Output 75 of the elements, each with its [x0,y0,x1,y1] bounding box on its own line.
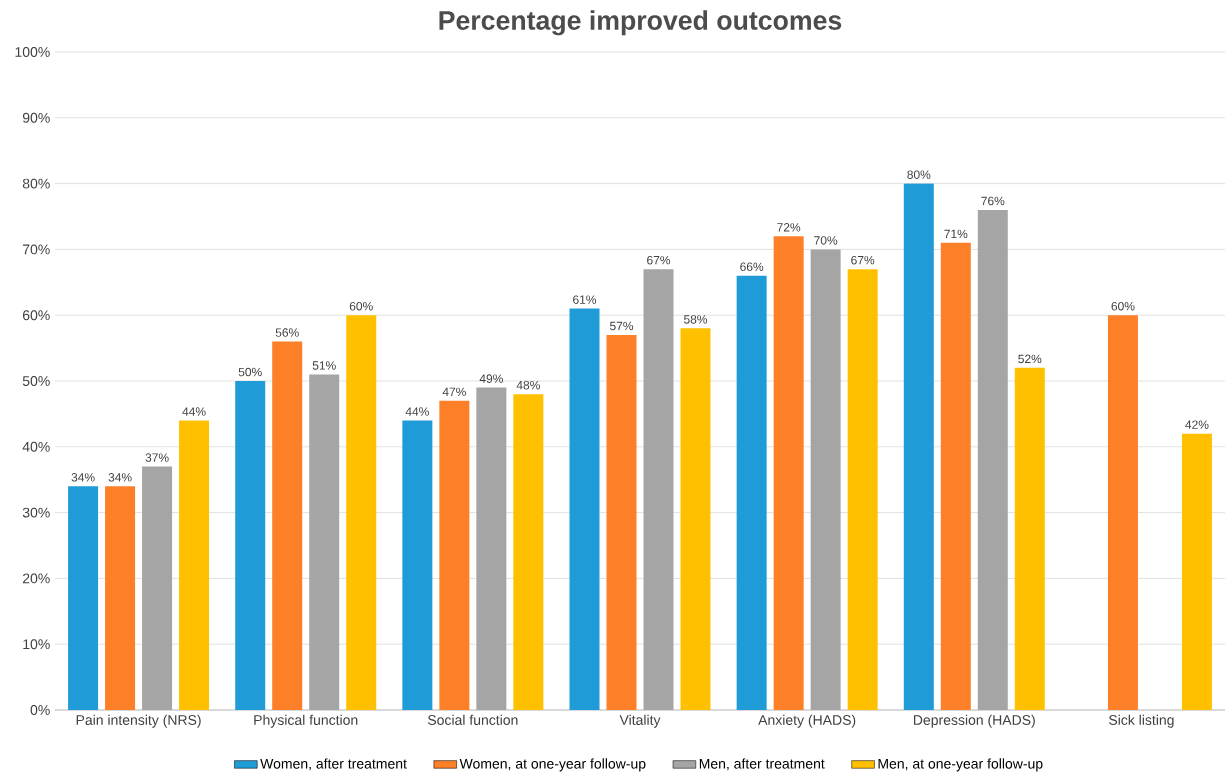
bar [179,420,210,710]
data-label: 72% [777,223,801,232]
y-tick-label: 100% [15,47,50,57]
data-label: 61% [573,295,597,304]
bar [309,374,340,710]
bar [402,420,433,710]
data-label: 44% [182,407,206,416]
data-label: 56% [275,328,299,337]
y-tick-label: 30% [22,507,50,518]
x-tick-label: Depression (HADS) [913,714,1035,728]
y-tick-label: 60% [22,310,50,321]
data-label: 76% [981,196,1005,206]
data-label: 80% [907,170,931,179]
y-tick-label: 50% [22,376,50,386]
legend-label: Women, after treatment [260,758,407,771]
x-tick-label: Physical function [254,714,358,728]
bar [513,394,544,710]
y-tick-label: 0% [30,705,50,715]
bar [142,466,173,710]
bar [847,269,878,710]
legend-label: Women, at one-year follow-up [459,758,646,772]
bar [977,209,1008,710]
data-label: 49% [479,374,503,383]
data-label: 48% [516,380,540,390]
bar [903,183,934,710]
x-tick-label: Pain intensity (NRS) [76,714,201,728]
bar [272,341,303,710]
x-tick-label: Anxiety (HADS) [758,714,856,728]
data-label: 60% [349,301,373,311]
data-label: 34% [108,473,132,482]
data-label: 52% [1018,354,1042,364]
bar [940,242,971,710]
data-label: 70% [814,236,838,245]
legend-label: Men, at one-year follow-up [878,758,1043,772]
data-label: 60% [1111,301,1135,311]
data-label: 71% [944,229,968,239]
y-tick-label: 90% [22,112,50,123]
data-label: 57% [609,321,634,331]
x-tick-label: Social function [427,714,518,725]
x-tick-label: Vitality [619,714,661,728]
x-tick-label: Sick listing [1109,714,1174,728]
bar [736,275,767,710]
y-tick-label: 40% [22,441,50,452]
data-label: 34% [71,473,95,482]
bar [569,308,600,710]
bar [606,334,637,710]
data-label: 50% [238,367,262,377]
bar [1107,315,1138,710]
data-label: 51% [312,361,336,370]
bar [1181,433,1212,710]
data-label: 58% [683,315,708,324]
data-label: 67% [647,255,671,265]
data-label: 37% [145,453,169,462]
data-label: 67% [851,255,875,265]
y-tick-label: 20% [22,573,50,584]
bar [773,236,804,710]
legend-label: Men, after treatment [699,758,825,771]
y-tick-label: 80% [22,178,50,189]
bar [68,486,99,710]
chart-title: Percentage improved outcomes [439,10,842,36]
bar [1014,367,1045,710]
y-tick-label: 10% [23,639,50,650]
bar [680,328,711,710]
bar [346,315,377,710]
bar [643,269,674,710]
data-label: 66% [740,262,764,272]
data-label: 44% [405,407,429,416]
bar [810,249,841,710]
data-label: 42% [1185,420,1209,429]
bar [235,381,266,710]
data-label: 47% [442,387,466,397]
bar [439,400,470,710]
bar [105,486,136,710]
y-tick-label: 70% [22,244,50,255]
bar [476,387,507,710]
